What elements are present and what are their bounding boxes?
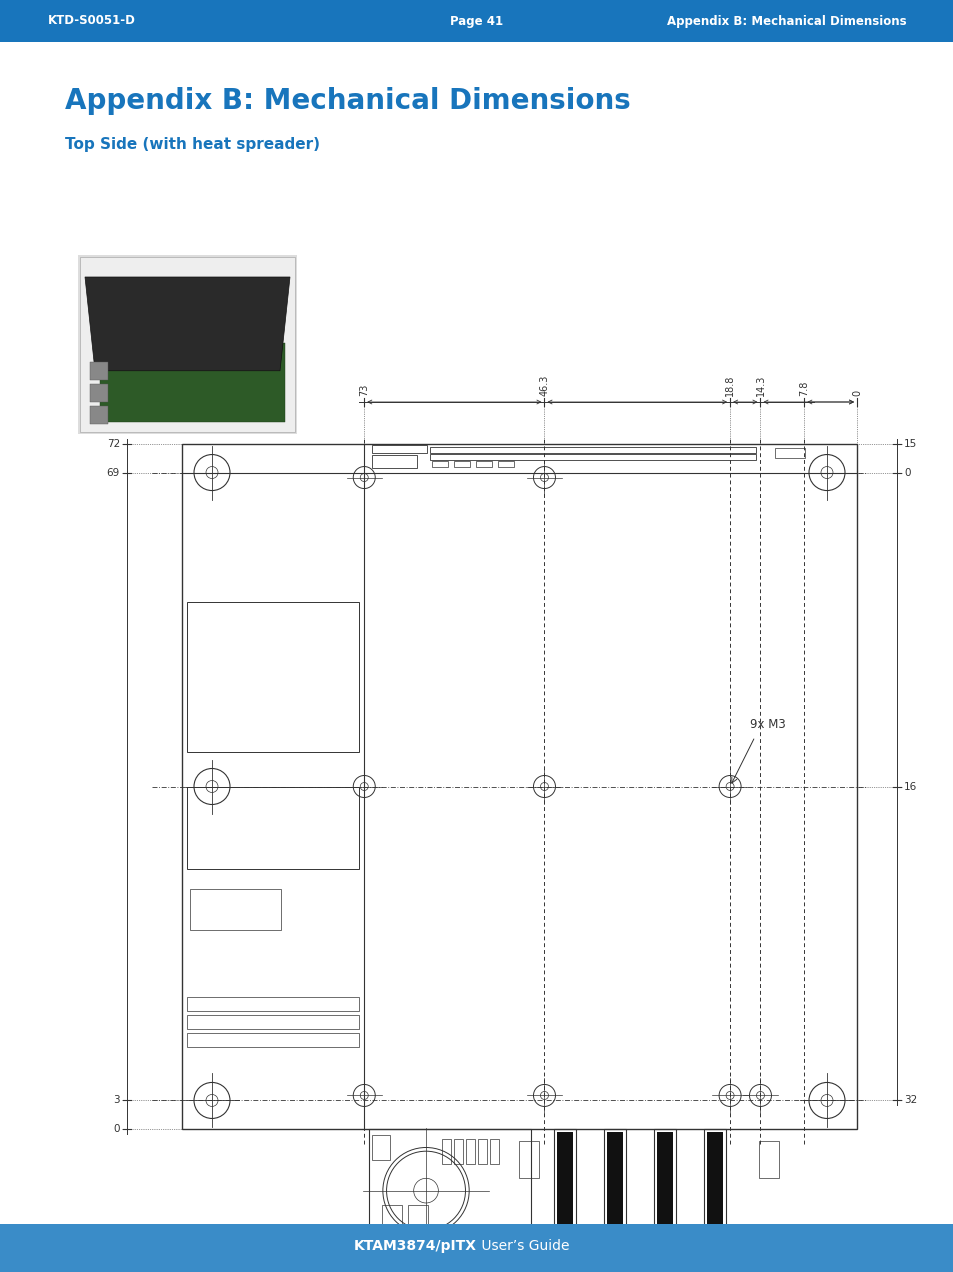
- Bar: [466, 1138, 475, 1164]
- Bar: [554, 1130, 576, 1253]
- Text: 7.8: 7.8: [799, 380, 808, 396]
- Bar: [759, 1141, 779, 1178]
- Bar: [90, 406, 108, 424]
- Bar: [707, 1132, 722, 1249]
- Bar: [497, 462, 514, 467]
- Bar: [372, 1135, 390, 1160]
- Bar: [519, 1141, 538, 1178]
- Text: Appendix B: Mechanical Dimensions: Appendix B: Mechanical Dimensions: [65, 86, 630, 114]
- Bar: [476, 462, 492, 467]
- Bar: [372, 445, 427, 453]
- Text: 16: 16: [903, 781, 916, 791]
- Bar: [369, 1130, 531, 1253]
- Bar: [190, 889, 281, 930]
- Bar: [454, 462, 470, 467]
- Text: 3: 3: [113, 1095, 120, 1105]
- Bar: [187, 786, 359, 869]
- Bar: [477, 1138, 487, 1164]
- Bar: [703, 1130, 726, 1253]
- Text: 73: 73: [359, 384, 369, 396]
- Bar: [408, 1206, 428, 1243]
- Bar: [187, 997, 359, 1011]
- Text: KTD-S0051-D: KTD-S0051-D: [48, 14, 135, 28]
- Bar: [187, 602, 359, 752]
- Text: Page 41: Page 41: [450, 14, 503, 28]
- Text: Top Side (with heat spreader): Top Side (with heat spreader): [65, 137, 319, 151]
- Bar: [454, 1138, 463, 1164]
- Bar: [604, 1130, 626, 1253]
- Text: 0: 0: [851, 391, 862, 396]
- Bar: [372, 455, 416, 468]
- Bar: [187, 1033, 359, 1047]
- Bar: [442, 1138, 451, 1164]
- Text: 69: 69: [107, 468, 120, 477]
- Text: Appendix B: Mechanical Dimensions: Appendix B: Mechanical Dimensions: [666, 14, 905, 28]
- Bar: [187, 1015, 359, 1029]
- Bar: [654, 1130, 676, 1253]
- Bar: [182, 444, 856, 1130]
- Bar: [90, 384, 108, 402]
- Polygon shape: [85, 277, 290, 370]
- Bar: [90, 363, 108, 380]
- Text: 9x M3: 9x M3: [749, 719, 785, 731]
- Text: User’s Guide: User’s Guide: [476, 1239, 569, 1253]
- Bar: [430, 454, 756, 459]
- Bar: [557, 1132, 573, 1249]
- Bar: [775, 448, 804, 458]
- Bar: [430, 446, 756, 453]
- Text: 14.3: 14.3: [755, 375, 764, 396]
- Bar: [100, 343, 285, 422]
- Bar: [657, 1132, 673, 1249]
- Text: KTAM3874/pITX: KTAM3874/pITX: [354, 1239, 476, 1253]
- Bar: [78, 254, 296, 434]
- Bar: [607, 1132, 623, 1249]
- Bar: [432, 462, 448, 467]
- Text: 0: 0: [113, 1124, 120, 1135]
- Text: 46.3: 46.3: [538, 375, 549, 396]
- Text: 15: 15: [903, 439, 916, 449]
- Text: 0: 0: [903, 468, 909, 477]
- Bar: [490, 1138, 498, 1164]
- Text: 18.8: 18.8: [724, 375, 735, 396]
- Text: 32: 32: [903, 1095, 916, 1105]
- Bar: [80, 257, 294, 432]
- Bar: [382, 1206, 402, 1243]
- Text: 72: 72: [107, 439, 120, 449]
